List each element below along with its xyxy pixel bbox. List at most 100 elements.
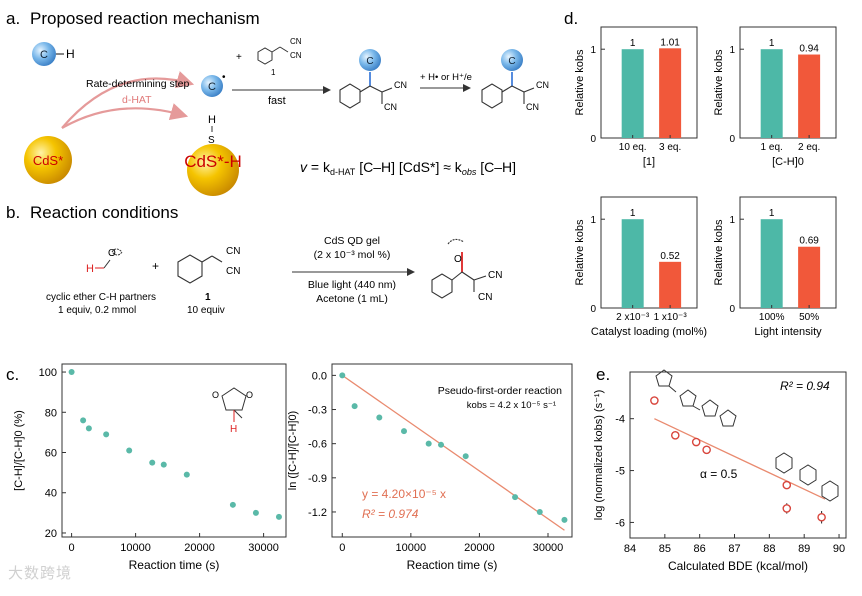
inset-o-left: O [212,390,219,400]
chart-d1: 0 1 1 10 eq. 1.01 3 eq. [1] Relative kobs [574,26,698,168]
d2-category-label-0: 1 eq. [761,142,783,153]
d2-ytick-label-0: 0 [729,134,735,145]
inset-h-label: H [230,424,237,435]
pseudo-first-order-title: Pseudo-first-order reaction [438,385,562,397]
e1-point-4 [782,480,792,490]
intermediate-c-label: C [366,56,373,67]
conditions-line-1: Blue light (440 nm) [308,279,396,291]
c2-point-1 [351,403,358,410]
panel-b-title: Reaction conditions [30,203,178,222]
panel-a-title: Proposed reaction mechanism [30,9,260,28]
d1-bar-0 [621,49,644,139]
dhat-label: d-HAT [122,94,152,106]
c2-fit-line [341,374,565,531]
d4-bar-1 [798,246,821,308]
panel-b: b. Reaction conditions H O cyclic ether … [6,203,502,316]
s-atom-label: S [208,135,215,146]
product-b-o-label: O [454,254,462,265]
cds-star-label: CdS* [33,153,63,168]
chart-d4: 0 1 1 100% 0.69 50% Light intensity Relative ko… [713,196,837,338]
radical-c-label: C [208,81,216,93]
intermediate-cn-bottom: CN [384,102,397,112]
e1-ytick-label-2: -6 [615,517,625,529]
e1-ylabel: log (normalized kobs) (s⁻¹) [593,390,605,521]
d1-category-label-0: 10 eq. [619,142,647,153]
panel-d-label: d. [564,9,578,28]
d2-bar-1 [798,54,821,138]
product-b-cn-bottom: CN [478,292,492,303]
product-structure [481,72,535,109]
c1-ytick-label-3: 80 [45,407,57,419]
d2-category-label-1: 2 eq. [798,142,820,153]
d2-ylabel: Relative kobs [713,49,725,116]
c1-point-3 [103,431,110,438]
cds-h-sphere [187,144,239,196]
partner-amount: 1 equiv, 0.2 mmol [58,305,136,316]
compound-amount: 10 equiv [187,305,225,316]
d4-value-label-1: 0.69 [799,236,819,247]
hat-arrow-lower [61,103,189,129]
e1-point-6 [817,512,826,522]
partner-o-label: O [108,248,116,259]
d4-category-label-0: 100% [759,312,785,323]
d2-value-label-0: 1 [769,38,775,49]
d1-ytick-label-0: 0 [590,134,596,145]
plus-sign-a: + [236,52,242,63]
d3-bar-0 [621,219,644,308]
d1-bar-1 [659,48,682,139]
chart-c1: 0 10000 20000 30000 20 40 60 80 100 Reaction time… [13,363,287,572]
plus-sign-b: + [152,259,159,273]
e1-point-0 [650,396,659,405]
cds-sphere [24,136,72,184]
c1-xlabel: Reaction time (s) [129,558,220,572]
compound-number: 1 [205,292,211,303]
c1-ytick-label-0: 20 [45,528,57,540]
e1-xtick-label-2: 86 [694,543,706,555]
e1-xtick-label-6: 90 [833,543,845,555]
carbon-sphere-label: C [40,49,48,61]
d1-ytick-label-1: 1 [590,45,596,56]
d3-ylabel: Relative kobs [574,219,586,286]
product-cn-bottom: CN [526,102,539,112]
c2-ylabel: ln ([C-H]/[C-H]0) [287,411,299,490]
d4-ylabel: Relative kobs [713,219,725,286]
c1-point-8 [229,501,236,508]
c1-point-5 [149,459,156,466]
c2-point-5 [438,441,445,448]
d1-category-label-1: 3 eq. [659,142,681,153]
ether-molecule-icons [655,369,839,502]
d4-value-label-0: 1 [769,208,775,219]
d2-frame [739,26,837,139]
c1-xtick-label-2: 20000 [184,542,215,554]
e1-xtick-label-5: 89 [798,543,810,555]
rate-sub-dhat: d-HAT [330,167,356,177]
d4-xlabel: Light intensity [754,326,822,338]
h-on-s-label: H [208,114,216,126]
d3-value-label-0: 1 [630,208,636,219]
product-cn-top: CN [536,80,549,90]
c2-frame [331,363,573,538]
d1-ylabel: Relative kobs [574,49,586,116]
cds-h-label: CdS*-H [184,152,242,171]
panel-d: d. 0 1 1 10 eq. 1.01 3 eq. [1] Relative kobs 0 1… [564,9,837,338]
h-transfer-label: + H• or H⁺/e [420,72,472,83]
h-atom-label: H [66,47,75,61]
d2-value-label-1: 0.94 [799,44,819,55]
watermark: 大数跨境 [8,564,73,582]
rate-eq-end: [C–H] [CdS*] ≈ k [355,159,462,175]
c1-xtick-label-3: 30000 [248,542,279,554]
c2-ytick-label-4: -1.2 [308,507,327,519]
reagent-1-small-structure [257,46,289,65]
e1-xtick-label-4: 88 [763,543,775,555]
d2-ytick-label-1: 1 [729,45,735,56]
product-sphere [501,49,523,71]
panel-e: e. 84 85 86 87 88 89 90 -4 -5 -6 Calculated BDE (k… [593,365,847,573]
c1-ylabel: [C-H]/[C-H]0 (%) [13,410,25,491]
rate-sub-obs: obs [462,167,477,177]
hat-arrow-upper [61,71,195,129]
c1-point-9 [252,509,259,516]
d3-xlabel: Catalyst loading (mol%) [591,326,707,338]
partner-h-label: H [86,263,94,275]
e1-ytick-label-1: -5 [615,466,625,478]
